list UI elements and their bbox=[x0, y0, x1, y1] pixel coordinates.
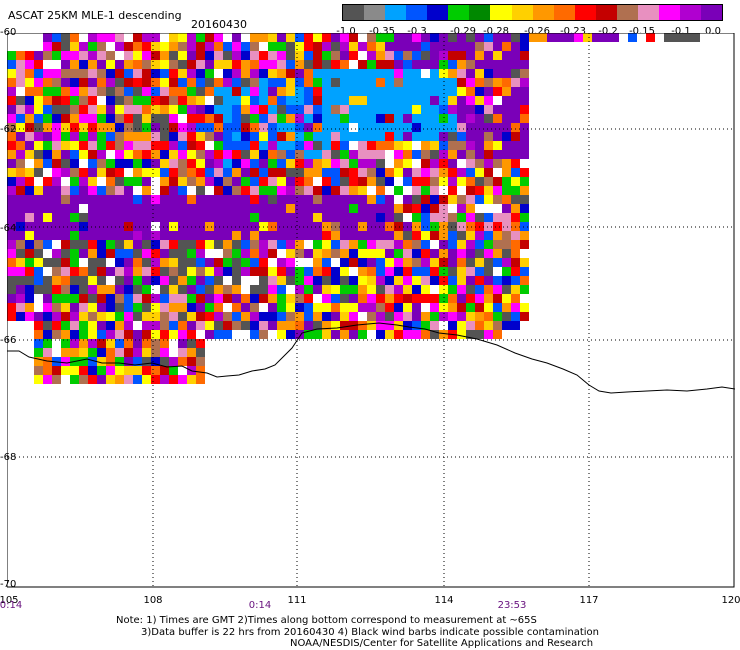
colorbar-swatch bbox=[680, 5, 702, 20]
colorbar-swatch bbox=[448, 5, 470, 20]
colorbar-swatch bbox=[553, 5, 575, 20]
map-frame bbox=[7, 33, 735, 588]
colorbar-swatch bbox=[532, 5, 554, 20]
colorbar-swatch bbox=[427, 5, 449, 20]
note-line-1: Note: 1) Times are GMT 2)Times along bot… bbox=[116, 615, 537, 626]
colorbar-swatch bbox=[469, 5, 491, 20]
note-line-3: NOAA/NESDIS/Center for Satellite Applica… bbox=[290, 638, 594, 649]
colorbar-swatch bbox=[490, 5, 512, 20]
product-title: ASCAT 25KM MLE-1 descending bbox=[8, 9, 182, 22]
colorbar-swatch bbox=[364, 5, 386, 20]
colorbar-swatch bbox=[595, 5, 617, 20]
colorbar-swatch bbox=[658, 5, 680, 20]
colorbar-tick-label: -0.2 bbox=[598, 26, 618, 37]
longitude-label: 120 bbox=[721, 595, 740, 606]
latitude-label: -60 bbox=[0, 27, 17, 38]
longitude-label: 108 bbox=[143, 595, 163, 606]
pass-time-label: 23:53 bbox=[497, 600, 527, 611]
colorbar-tick-label: -0.15 bbox=[629, 26, 655, 37]
colorbar-tick-label: -0.1 bbox=[671, 26, 691, 37]
latitude-label: -66 bbox=[0, 335, 17, 346]
colorbar-swatch bbox=[511, 5, 533, 20]
colorbar-tick-label: -0.35 bbox=[369, 26, 395, 37]
colorbar-tick-label: -0.28 bbox=[483, 26, 509, 37]
longitude-label: 117 bbox=[579, 595, 599, 606]
latitude-label: -64 bbox=[0, 223, 17, 234]
antarctic-coastline bbox=[7, 322, 735, 394]
colorbar-swatch bbox=[701, 5, 723, 20]
colorbar-tick-label: -0.26 bbox=[524, 26, 550, 37]
latitude-label: -62 bbox=[0, 124, 17, 135]
colorbar-swatch bbox=[637, 5, 659, 20]
product-date: 20160430 bbox=[191, 18, 247, 31]
mle-data-cells bbox=[7, 33, 709, 384]
pass-time-label: 0:14 bbox=[248, 600, 272, 611]
latitude-label: -70 bbox=[0, 579, 17, 590]
pass-time-label: 0:14 bbox=[0, 600, 23, 611]
colorbar-tick-label: -1.0 bbox=[336, 26, 356, 37]
colorbar-legend bbox=[342, 4, 723, 21]
latitude-label: -68 bbox=[0, 452, 17, 463]
longitude-label: 111 bbox=[287, 595, 307, 606]
map-plot bbox=[7, 33, 735, 588]
colorbar-tick-label: -0.29 bbox=[450, 26, 476, 37]
colorbar-swatch bbox=[616, 5, 638, 20]
longitude-label: 114 bbox=[434, 595, 454, 606]
colorbar-swatch bbox=[385, 5, 407, 20]
note-line-2: 3)Data buffer is 22 hrs from 20160430 4)… bbox=[141, 627, 599, 638]
colorbar-swatch bbox=[343, 5, 365, 20]
colorbar-tick-label: -0.23 bbox=[560, 26, 586, 37]
colorbar-swatch bbox=[406, 5, 428, 20]
colorbar-tick-label: -0.3 bbox=[407, 26, 427, 37]
colorbar-tick-label: 0.0 bbox=[705, 26, 721, 37]
colorbar-swatch bbox=[574, 5, 596, 20]
longitude-label: 105 bbox=[0, 595, 19, 606]
lat-lon-gridlines bbox=[7, 33, 734, 587]
